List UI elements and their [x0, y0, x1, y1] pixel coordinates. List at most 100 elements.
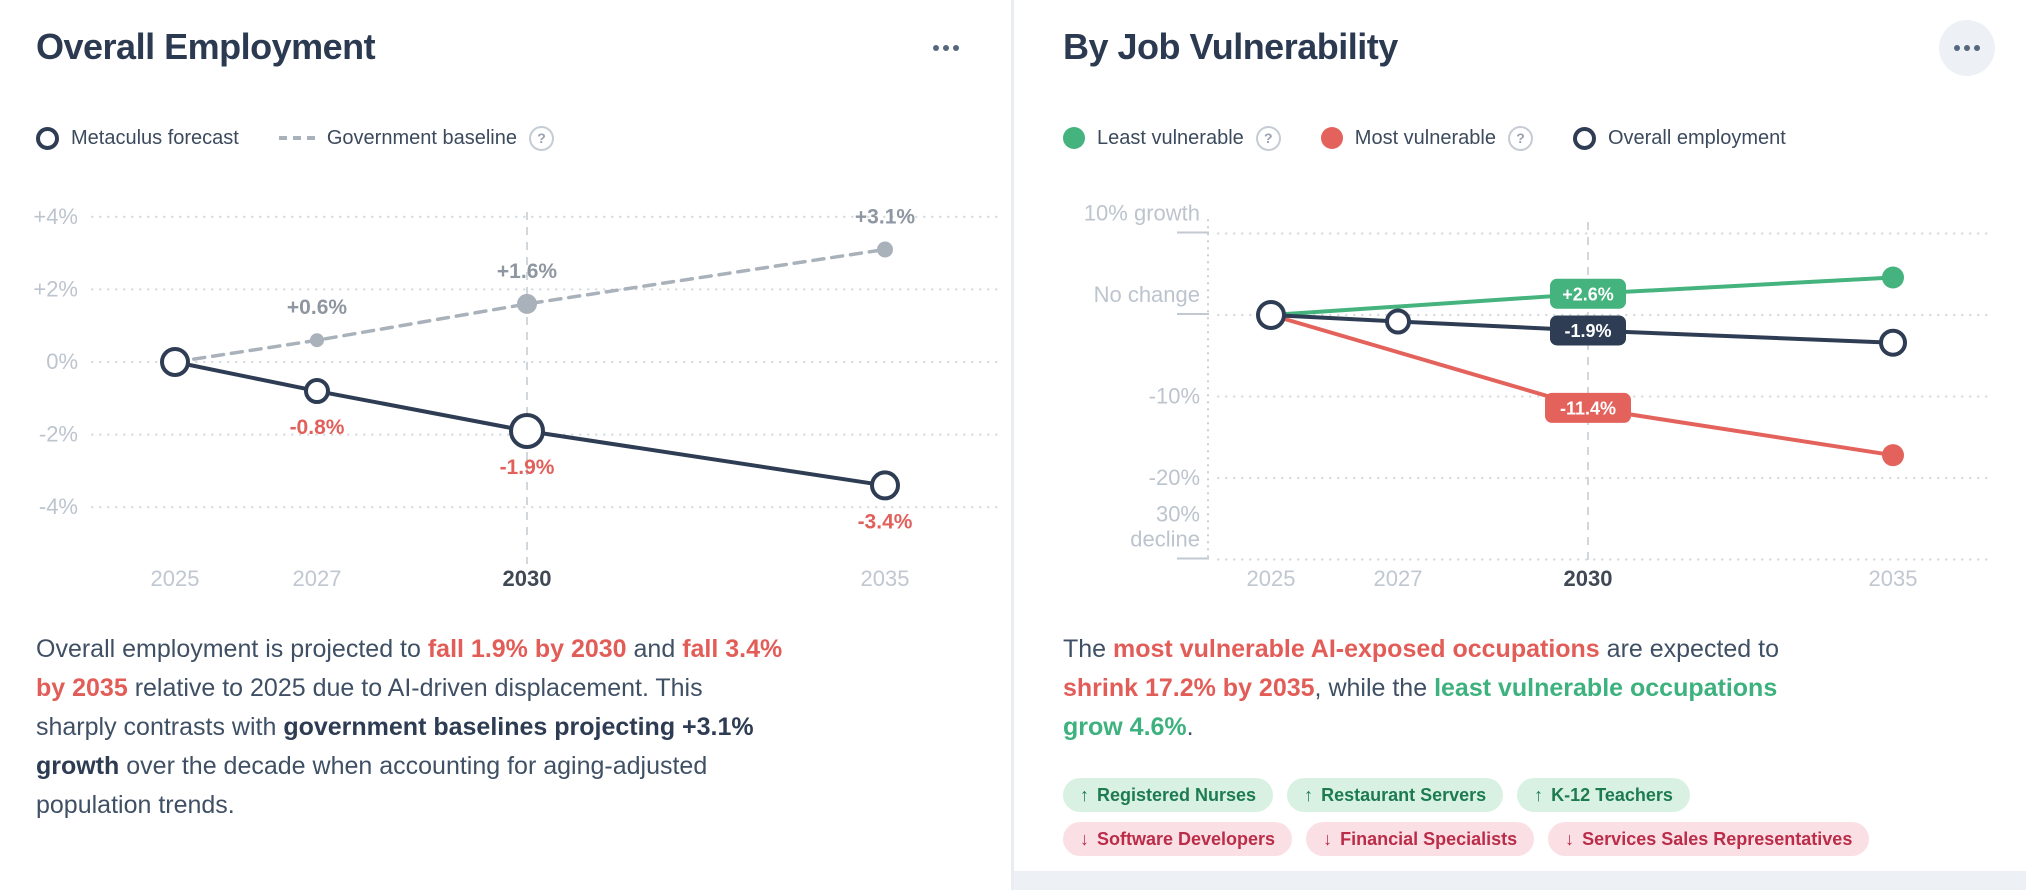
- occupation-chip: ↓ Financial Specialists: [1306, 822, 1535, 856]
- page-background-strip: [1014, 871, 2026, 890]
- description-segment: Overall employment is projected to: [36, 635, 428, 663]
- description: The most vulnerable AI-exposed occupatio…: [1063, 630, 2003, 747]
- arrow-up-icon: ↑: [1534, 784, 1544, 805]
- occupation-chip-label: Services Sales Representatives: [1582, 828, 1853, 849]
- panel-overall-employment: Overall Employment Metaculus forecast Gov…: [0, 0, 1011, 890]
- point-value-label: +1.6%: [497, 260, 557, 283]
- x-tick-label: 2030: [1564, 566, 1613, 591]
- description: Overall employment is projected to fall …: [36, 630, 986, 825]
- description-segment: fall 1.9% by 2030: [427, 635, 627, 663]
- legend-item: Least vulnerable?: [1063, 125, 1281, 151]
- legend-label: Least vulnerable: [1097, 126, 1244, 149]
- occupation-chip: ↓ Software Developers: [1063, 822, 1293, 856]
- arrow-down-icon: ↓: [1323, 828, 1333, 849]
- value-badge: [1550, 315, 1626, 346]
- value-badge: [1545, 392, 1631, 423]
- legend-item: Most vulnerable?: [1320, 125, 1533, 151]
- occupation-tags-growing: ↑ Registered Nurses ↑ Restaurant Servers ↑ K-…: [1063, 778, 1690, 812]
- occupation-tags-declining: ↓ Software Developers ↓ Financial Specialis…: [1063, 822, 1870, 856]
- data-point-marker: [1256, 300, 1286, 330]
- point-value-label: -3.4%: [858, 510, 913, 533]
- data-point-marker: [509, 412, 545, 449]
- data-point-marker: [1882, 444, 1904, 467]
- value-badge: [1550, 278, 1626, 309]
- series-line: [173, 247, 887, 364]
- x-tick-label: 2025: [1247, 566, 1296, 591]
- occupation-chip-label: K-12 Teachers: [1551, 784, 1673, 805]
- overall-employment-chart-canvas: +4% +2% 0% -2% -4% 2025 2027 2030 2035 +0.6% +1.6%…: [33, 204, 1006, 591]
- ellipsis-icon: [943, 45, 949, 51]
- description-segment: are expected to: [1606, 635, 1780, 663]
- y-tick-label: No change: [1094, 282, 1200, 307]
- x-tick-label: 2027: [293, 566, 342, 591]
- y-tick-label: 0%: [46, 349, 78, 374]
- overflow-menu-button[interactable]: [916, 34, 976, 62]
- overflow-menu-button[interactable]: [1939, 20, 1995, 76]
- help-icon[interactable]: ?: [528, 125, 554, 151]
- data-point-marker: [304, 378, 330, 405]
- value-badge-label: -11.4%: [1560, 398, 1616, 418]
- ellipsis-icon: [1954, 45, 1960, 51]
- y-tick-label: +2%: [33, 276, 78, 301]
- description-segment: and: [626, 635, 683, 663]
- help-icon[interactable]: ?: [1255, 125, 1281, 151]
- description-segment: , while the: [1314, 674, 1435, 702]
- y-tick-label: -4%: [39, 494, 78, 519]
- y-tick-label: 30%: [1156, 502, 1200, 527]
- dot-series-icon: [1320, 127, 1343, 149]
- occupation-chip-label: Financial Specialists: [1340, 828, 1518, 849]
- occupation-chip: ↑ Registered Nurses: [1063, 778, 1274, 812]
- x-tick-label: 2035: [861, 566, 910, 591]
- legend-item: Government baseline?: [278, 125, 554, 151]
- description-segment: fall 3.4% by 2035: [36, 635, 783, 702]
- y-tick-label: -20%: [1149, 465, 1200, 490]
- x-tick-label: 2027: [1374, 566, 1423, 591]
- x-tick-label: 2035: [1869, 566, 1918, 591]
- y-tick-label: -10%: [1149, 384, 1200, 409]
- ellipsis-icon: [953, 45, 959, 51]
- data-point-marker: [310, 333, 324, 348]
- legend-item: Metaculus forecast: [36, 126, 239, 150]
- data-point-marker: [1879, 328, 1907, 357]
- open-circle-series-icon: [1572, 126, 1596, 150]
- panel-title-by-job-vulnerability: By Job Vulnerability: [1063, 26, 1398, 67]
- legend-label: Most vulnerable: [1354, 126, 1496, 149]
- description-segment: most vulnerable AI-exposed occupations: [1113, 635, 1600, 663]
- description-segment: over the decade when accounting for agin…: [36, 752, 708, 819]
- occupation-chip-label: Registered Nurses: [1097, 784, 1257, 805]
- help-icon[interactable]: ?: [1507, 125, 1533, 151]
- description-segment: government baselines projecting +3.1% gr…: [36, 713, 754, 780]
- series-line: [173, 360, 887, 488]
- legend: Metaculus forecast Government baseline?: [36, 122, 554, 154]
- y-tick-label: 10% growth: [1084, 201, 1200, 226]
- panel-divider: [1011, 0, 1014, 890]
- legend: Least vulnerable? Most vulnerable? Overall…: [1063, 122, 1786, 154]
- ellipsis-icon: [1974, 45, 1980, 51]
- point-value-label: -0.8%: [290, 416, 345, 439]
- occupation-chip: ↑ K-12 Teachers: [1517, 778, 1690, 812]
- description-segment: least vulnerable occupations grow 4.6%: [1063, 674, 1778, 741]
- occupation-chip: ↓ Services Sales Representatives: [1548, 822, 1870, 856]
- legend-label: Overall employment: [1607, 126, 1786, 149]
- point-value-label: +0.6%: [287, 296, 347, 319]
- open-circle-series-icon: [36, 126, 59, 150]
- occupation-chip-label: Restaurant Servers: [1321, 784, 1487, 805]
- dot-series-icon: [1063, 127, 1085, 149]
- point-value-label: -1.9%: [500, 456, 555, 479]
- description-segment: .: [1186, 713, 1194, 741]
- arrow-down-icon: ↓: [1565, 828, 1575, 849]
- series-line: [1269, 313, 1895, 345]
- data-point-marker: [1882, 266, 1904, 289]
- data-point-marker: [877, 241, 893, 258]
- y-tick-label: -2%: [39, 422, 78, 447]
- data-point-marker: [1385, 308, 1411, 335]
- data-point-marker: [160, 347, 190, 377]
- legend-label: Government baseline: [326, 126, 517, 149]
- data-point-marker: [870, 470, 900, 501]
- legend-item: Overall employment: [1572, 126, 1786, 150]
- panel-by-job-vulnerability: By Job Vulnerability Least vulnerable? Mo…: [1014, 0, 2026, 890]
- point-value-label: +3.1%: [855, 205, 915, 228]
- panel-title-overall-employment: Overall Employment: [36, 26, 376, 67]
- description-segment: relative to 2025 due to AI-driven displa…: [36, 674, 703, 741]
- occupation-chip-label: Software Developers: [1097, 828, 1276, 849]
